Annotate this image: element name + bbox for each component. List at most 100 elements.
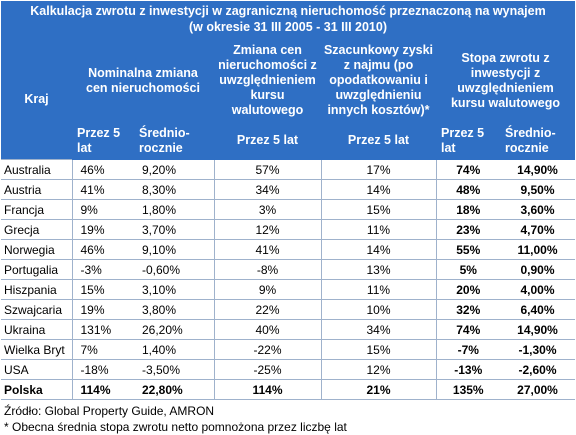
- header-rental-income: Szacunkowy zyski z najmu (po opodatkowan…: [321, 39, 436, 122]
- cell-rent-5y: 10%: [320, 299, 436, 320]
- cell-nominal-5y: 15%: [71, 279, 134, 300]
- cell-change-5y: -25%: [213, 359, 321, 380]
- cell-rate-5y: 5%: [435, 259, 500, 280]
- returns-table: Kraj Nominalna zmiana cen nieruchomości …: [1, 39, 576, 400]
- cell-nominal-5y: -3%: [71, 259, 134, 280]
- cell-change-5y: 3%: [213, 199, 321, 220]
- cell-nominal-5y: 19%: [71, 219, 134, 240]
- cell-rent-5y: 11%: [320, 219, 436, 240]
- table-row: Hiszpania 15% 3,10% 9% 11% 20% 4,00%: [1, 279, 576, 300]
- table-row: Australia 46% 9,20% 57% 17% 74% 14,90%: [1, 159, 576, 180]
- cell-country: Grecja: [1, 219, 72, 240]
- cell-rent-5y: 15%: [320, 339, 436, 360]
- cell-nominal-annual: 1,40%: [134, 339, 214, 360]
- subheader-rate-annual: Średnio- rocznie: [500, 122, 576, 160]
- cell-country: Francja: [1, 199, 72, 220]
- subheader-rent-5y: Przez 5 lat: [321, 122, 436, 160]
- cell-rate-annual: 9,50%: [500, 179, 576, 200]
- cell-nominal-annual: 8,30%: [134, 179, 214, 200]
- table-row: Norwegia 46% 9,10% 41% 14% 55% 11,00%: [1, 239, 576, 260]
- subheader-nominal-annual-line2: rocznie: [139, 140, 183, 155]
- subheader-rate-5y-line2: lat: [441, 140, 456, 155]
- cell-country: Austria: [1, 179, 72, 200]
- cell-rate-annual: 0,90%: [500, 259, 576, 280]
- table-row: Ukraina 131% 26,20% 40% 34% 74% 14,90%: [1, 319, 576, 340]
- cell-nominal-annual: 3,80%: [134, 299, 214, 320]
- cell-country: Polska: [1, 379, 72, 400]
- cell-nominal-annual: -3,50%: [134, 359, 214, 380]
- header-row-groups: Kraj Nominalna zmiana cen nieruchomości …: [1, 39, 576, 160]
- cell-country: Hiszpania: [1, 279, 72, 300]
- cell-rate-annual: 3,60%: [500, 199, 576, 220]
- cell-rate-annual: 27,00%: [500, 379, 576, 400]
- table-row: Szwajcaria 19% 3,80% 22% 10% 32% 6,40%: [1, 299, 576, 320]
- cell-nominal-5y: -18%: [71, 359, 134, 380]
- cell-rate-5y: 48%: [435, 179, 500, 200]
- cell-rate-5y: 74%: [435, 159, 500, 180]
- subheader-nominal-annual-line1: Średnio-: [139, 125, 190, 140]
- cell-change-5y: 40%: [213, 319, 321, 340]
- cell-change-5y: -8%: [213, 259, 321, 280]
- cell-nominal-5y: 19%: [71, 299, 134, 320]
- cell-country: Australia: [1, 159, 72, 180]
- cell-rent-5y: 17%: [320, 159, 436, 180]
- cell-nominal-5y: 46%: [71, 239, 134, 260]
- table-row: USA -18% -3,50% -25% 12% -13% -2,60%: [1, 359, 576, 380]
- cell-nominal-annual: 22,80%: [134, 379, 214, 400]
- cell-nominal-annual: 3,70%: [134, 219, 214, 240]
- cell-country: Szwajcaria: [1, 299, 72, 320]
- cell-rate-5y: 18%: [435, 199, 500, 220]
- cell-nominal-5y: 114%: [71, 379, 134, 400]
- table-row-total: Polska 114% 22,80% 114% 21% 135% 27,00%: [1, 379, 576, 400]
- cell-rate-5y: 74%: [435, 319, 500, 340]
- cell-country: USA: [1, 359, 72, 380]
- cell-nominal-5y: 41%: [71, 179, 134, 200]
- cell-rent-5y: 14%: [320, 239, 436, 260]
- cell-change-5y: -22%: [213, 339, 321, 360]
- subheader-rate-5y-line1: Przez 5: [441, 125, 485, 140]
- cell-nominal-annual: 9,20%: [134, 159, 214, 180]
- header-nominal-change: Nominalna zmiana cen nieruchomości: [72, 39, 214, 122]
- cell-rate-annual: 14,90%: [500, 319, 576, 340]
- cell-rate-5y: 32%: [435, 299, 500, 320]
- header-change-with-currency: Zmiana cen nieruchomości z uwzględnienie…: [214, 39, 321, 122]
- cell-nominal-5y: 46%: [71, 159, 134, 180]
- cell-nominal-annual: -0,60%: [134, 259, 214, 280]
- cell-rate-5y: 135%: [435, 379, 500, 400]
- cell-rent-5y: 14%: [320, 179, 436, 200]
- cell-country: Wielka Bryt: [1, 339, 72, 360]
- table-row: Grecja 19% 3,70% 12% 11% 23% 4,70%: [1, 219, 576, 240]
- cell-change-5y: 22%: [213, 299, 321, 320]
- subheader-nominal-5y-line1: Przez 5: [77, 125, 121, 140]
- header-country: Kraj: [1, 39, 72, 160]
- table-row: Portugalia -3% -0,60% -8% 13% 5% 0,90%: [1, 259, 576, 280]
- footnote: * Obecna średnia stopa zwrotu netto pomn…: [4, 420, 347, 434]
- header-return-rate: Stopa zwrotu z inwestycji z uwzględnieni…: [436, 39, 576, 122]
- subheader-rate-annual-line2: rocznie: [505, 140, 549, 155]
- subheader-change-5y: Przez 5 lat: [214, 122, 321, 160]
- subheader-rate-5y: Przez 5 lat: [436, 122, 500, 160]
- cell-country: Norwegia: [1, 239, 72, 260]
- cell-rate-annual: 4,00%: [500, 279, 576, 300]
- cell-nominal-5y: 131%: [71, 319, 134, 340]
- cell-rate-annual: 14,90%: [500, 159, 576, 180]
- cell-change-5y: 57%: [213, 159, 321, 180]
- cell-nominal-5y: 7%: [71, 339, 134, 360]
- cell-change-5y: 9%: [213, 279, 321, 300]
- table-footer: Źródło: Global Property Guide, AMRON * O…: [1, 403, 575, 435]
- cell-rate-5y: 23%: [435, 219, 500, 240]
- cell-rate-5y: -13%: [435, 359, 500, 380]
- cell-nominal-annual: 3,10%: [134, 279, 214, 300]
- cell-country: Portugalia: [1, 259, 72, 280]
- cell-rent-5y: 34%: [320, 319, 436, 340]
- cell-rent-5y: 13%: [320, 259, 436, 280]
- cell-rate-annual: 4,70%: [500, 219, 576, 240]
- cell-nominal-5y: 9%: [71, 199, 134, 220]
- table-row: Francja 9% 1,80% 3% 15% 18% 3,60%: [1, 199, 576, 220]
- cell-change-5y: 34%: [213, 179, 321, 200]
- table-row: Austria 41% 8,30% 34% 14% 48% 9,50%: [1, 179, 576, 200]
- cell-nominal-annual: 1,80%: [134, 199, 214, 220]
- cell-nominal-annual: 26,20%: [134, 319, 214, 340]
- header-row-subs: Przez 5 lat Średnio- rocznie Przez 5 lat…: [1, 122, 576, 160]
- cell-rent-5y: 11%: [320, 279, 436, 300]
